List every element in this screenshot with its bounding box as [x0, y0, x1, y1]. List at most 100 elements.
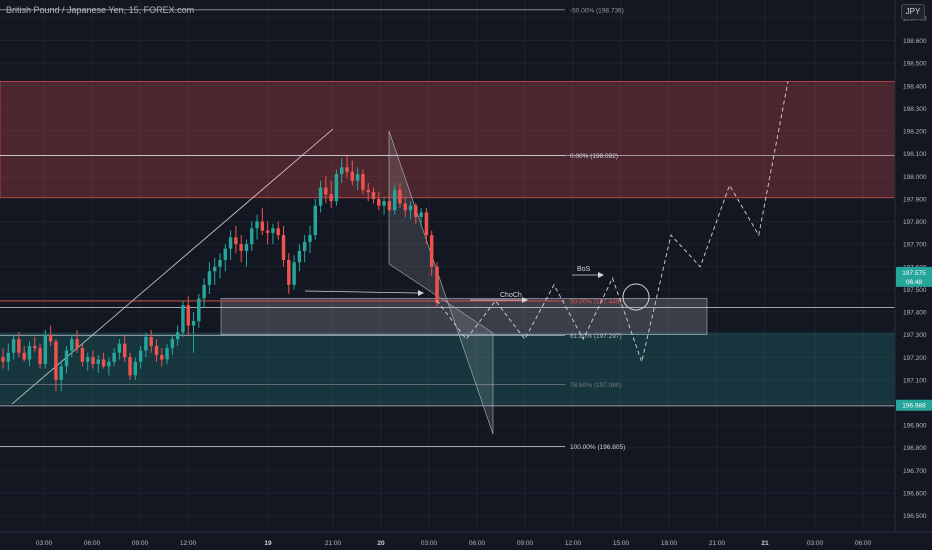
price-tick-label: 196.900 — [903, 423, 927, 430]
time-tick-label: 03:00 — [807, 540, 824, 547]
candle-body — [239, 244, 243, 251]
candle-body — [366, 189, 370, 193]
price-tick-label: 198.500 — [903, 61, 927, 68]
candle-body — [408, 205, 413, 211]
candle-body — [271, 228, 275, 233]
candle-body — [371, 192, 376, 199]
candle-body — [377, 198, 381, 206]
candle-body — [128, 357, 132, 376]
projection-path — [436, 81, 789, 364]
time-tick-label: 18:00 — [661, 540, 678, 547]
candle-body — [212, 266, 217, 272]
time-tick-label: 21:00 — [709, 540, 726, 547]
time-tick-label: 20 — [377, 540, 385, 547]
candle-body — [340, 167, 344, 175]
entry-circle — [622, 283, 650, 311]
candle-body — [170, 339, 175, 349]
time-tick-label: 21:00 — [325, 540, 342, 547]
candle-body — [308, 235, 312, 242]
candle-body — [403, 203, 407, 211]
candle-body — [1, 357, 5, 362]
price-tick-label: 197.100 — [903, 377, 927, 384]
candle-body — [160, 354, 164, 360]
symbol-title: British Pound / Japanese Yen, 15, FOREX.… — [6, 5, 195, 15]
price-tick-label: 197.900 — [903, 196, 927, 203]
fib-label: 50.00% (197.449) — [570, 298, 622, 305]
price-tick-label: 197.500 — [903, 287, 927, 294]
order-block-zone — [220, 298, 708, 335]
price-label-subtext: 06:48 — [906, 279, 923, 286]
zones — [0, 80, 896, 405]
time-tick-label: 09:00 — [132, 540, 149, 547]
price-tick-label: 197.200 — [903, 355, 927, 362]
candle-body — [64, 350, 69, 367]
price-label-text: 197.575 — [902, 270, 926, 277]
candle-body — [429, 235, 434, 267]
price-label-text: 196.988 — [902, 403, 926, 410]
price-tick-label: 197.700 — [903, 242, 927, 249]
candle-body — [228, 237, 233, 249]
candle-body — [38, 348, 42, 365]
candle-body — [424, 212, 429, 236]
time-axis-bg — [0, 532, 932, 550]
price-labels: 197.575 06:48 196.988 — [896, 266, 932, 411]
candle-body — [414, 205, 418, 218]
candle-body — [292, 262, 296, 285]
choch-label: ChoCh — [500, 292, 522, 299]
candle-body — [297, 250, 302, 263]
candle-body — [435, 266, 439, 303]
candle-body — [96, 359, 100, 365]
time-axis[interactable]: 03:00 06:00 09:00 12:00 19 21:00 20 03:00 06:00 0… — [0, 531, 932, 550]
candle-body — [85, 357, 90, 362]
candle-body — [80, 348, 85, 362]
fib-label: -50.00% (198.736) — [570, 7, 624, 14]
candle-body — [207, 271, 212, 285]
fib-label: 78.60% (197.080) — [570, 382, 622, 389]
time-tick-label: 12:00 — [565, 540, 582, 547]
bos-label: BoS — [577, 266, 591, 273]
candle-body — [234, 237, 238, 245]
time-tick-label: 06:00 — [84, 540, 101, 547]
time-tick-label: 19 — [264, 540, 272, 547]
candle-body — [281, 235, 286, 260]
price-tick-label: 197.300 — [903, 332, 927, 339]
candle-body — [419, 212, 423, 218]
fib-label: 61.80% (197.297) — [570, 333, 622, 340]
candle-body — [54, 341, 58, 380]
fibonacci-levels: -50.00% (198.736) 0.00% (198.092) 50.00% (… — [0, 7, 895, 451]
price-tick-label: 196.600 — [903, 490, 927, 497]
price-label-box — [896, 266, 932, 287]
candle-body — [22, 352, 26, 360]
candles — [1, 155, 439, 392]
time-tick-label: 15:00 — [613, 540, 630, 547]
candle-body — [27, 345, 32, 360]
candle-body — [302, 241, 307, 251]
fib-label: 0.00% (198.092) — [570, 153, 618, 160]
candle-body — [181, 305, 185, 333]
candle-body — [329, 194, 333, 202]
candle-body — [276, 228, 280, 236]
candle-body — [133, 361, 138, 376]
price-tick-label: 196.800 — [903, 445, 927, 452]
time-tick-label: 06:00 — [855, 540, 872, 547]
candle-body — [355, 174, 360, 181]
bos-arrow-head — [598, 272, 604, 278]
candle-body — [265, 230, 270, 233]
demand-zone — [0, 332, 895, 405]
choch-arrow-head — [522, 297, 528, 303]
candle-body — [112, 352, 116, 362]
time-tick-label: 03:00 — [36, 540, 53, 547]
candle-body — [17, 339, 21, 353]
candle-body — [101, 359, 106, 367]
candle-body — [154, 345, 159, 355]
time-tick-label: 03:00 — [421, 540, 438, 547]
candle-body — [218, 259, 222, 267]
price-tick-label: 197.800 — [903, 219, 927, 226]
candle-body — [11, 339, 16, 353]
candle-body — [43, 334, 48, 365]
candle-body — [191, 321, 196, 326]
price-tick-label: 198.300 — [903, 106, 927, 113]
candle-body — [75, 339, 79, 349]
currency-button[interactable]: JPY — [901, 4, 925, 20]
